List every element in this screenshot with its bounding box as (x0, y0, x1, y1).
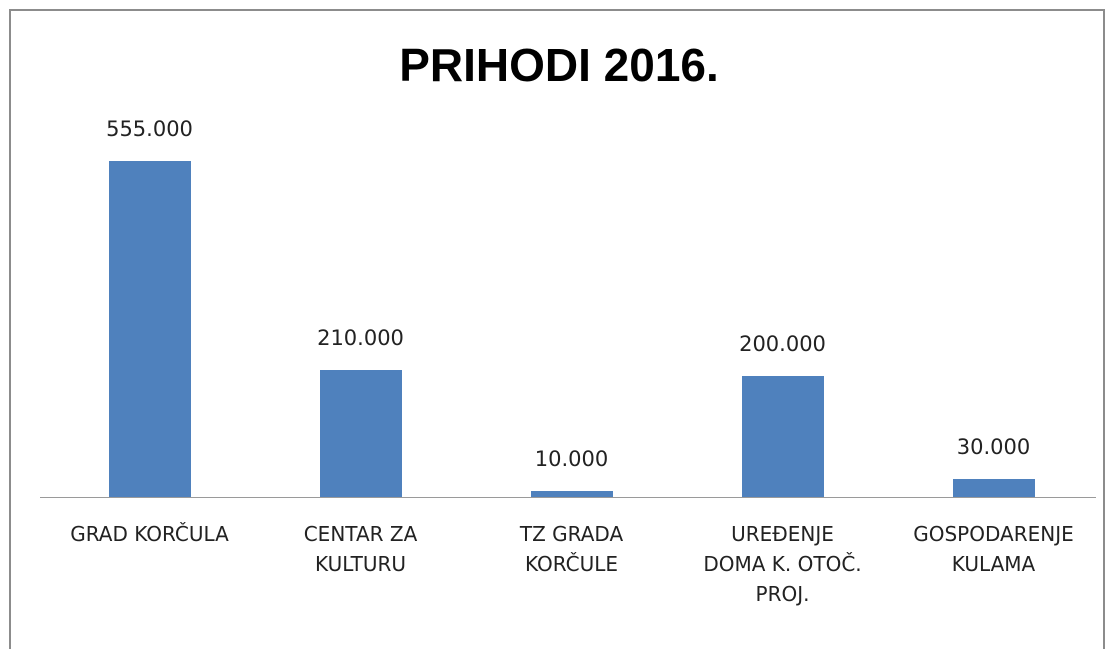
bar (741, 375, 824, 497)
data-label: 30.000 (956, 434, 1031, 459)
data-label: 200.000 (739, 331, 826, 356)
chart-frame (9, 9, 1105, 649)
bar (952, 478, 1035, 497)
x-tick-label: TZ GRADA KORČULE (519, 522, 624, 576)
bar (530, 490, 613, 497)
data-label: 555.000 (106, 117, 193, 141)
bar (108, 161, 191, 497)
data-label: 10.000 (534, 446, 609, 471)
data-label: 210.000 (317, 325, 404, 350)
x-tick-label: UREĐENJE DOMA K. OTOČ. PROJ. (703, 522, 862, 606)
x-tick-label: CENTAR ZA KULTURU (303, 522, 418, 576)
x-tick-label: GRAD KORČULA (70, 522, 229, 546)
x-tick-label: GOSPODARENJE KULAMA (913, 522, 1074, 576)
chart-title: PRIHODI 2016. (399, 39, 719, 91)
x-axis (40, 497, 1096, 498)
bar (319, 369, 402, 497)
